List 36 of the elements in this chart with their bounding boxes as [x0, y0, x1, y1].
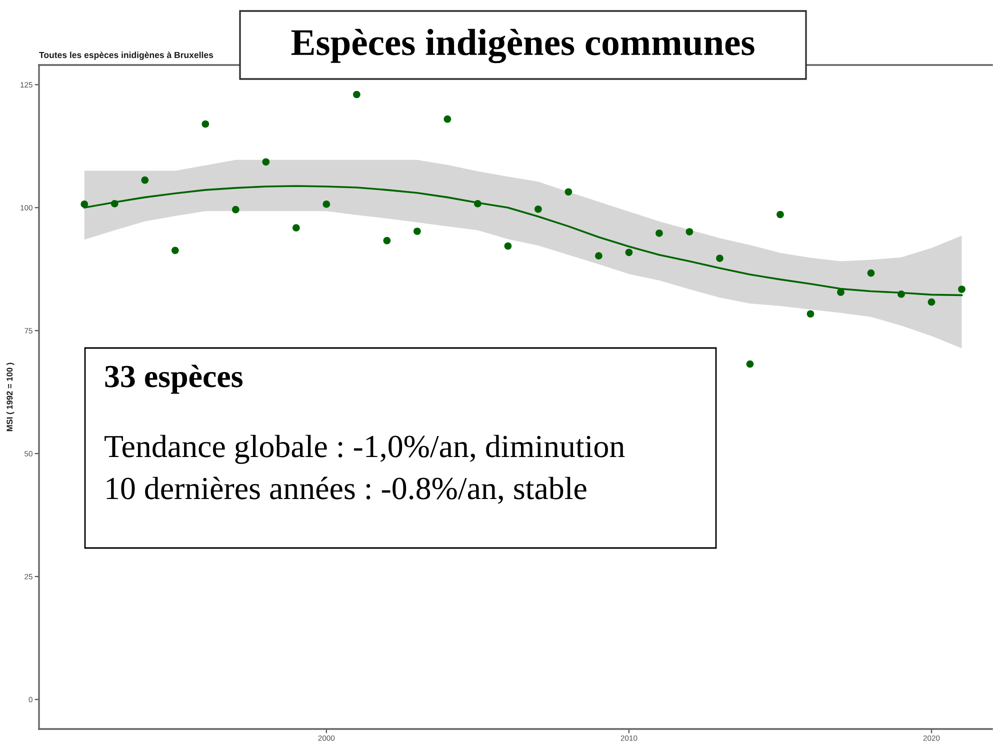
point	[262, 158, 270, 166]
point	[352, 90, 360, 98]
point	[746, 360, 754, 368]
chart-subtitle: Toutes les espèces inidigènes à Bruxelles	[39, 52, 214, 60]
point	[444, 115, 452, 123]
point	[958, 286, 966, 293]
point	[474, 200, 482, 208]
point	[867, 269, 875, 277]
point	[232, 206, 240, 214]
annotation: 10 dernières années : -0.8%/an, stable	[106, 476, 586, 504]
y-axis-title: MSI ( 1992 = 100 )	[6, 362, 14, 432]
point	[776, 210, 784, 218]
point	[292, 224, 300, 232]
point	[837, 288, 844, 296]
point	[110, 200, 118, 208]
point	[383, 236, 391, 244]
point	[898, 290, 905, 298]
point	[414, 228, 421, 235]
point	[322, 200, 330, 208]
point	[686, 228, 694, 236]
point	[202, 120, 210, 128]
point	[80, 200, 88, 208]
point	[595, 252, 602, 260]
point	[534, 205, 542, 213]
point	[625, 248, 633, 256]
point	[716, 254, 724, 262]
point	[564, 188, 572, 196]
point	[806, 310, 814, 318]
point	[141, 176, 149, 184]
point	[656, 230, 663, 237]
point	[928, 298, 936, 306]
annotation: Tendance globale : -1,0%/an, diminution	[104, 434, 625, 464]
point	[171, 246, 179, 254]
point	[504, 242, 512, 250]
chart-title: Espèces indigènes communes	[291, 28, 754, 64]
annotation: 33 espèces	[105, 364, 242, 394]
